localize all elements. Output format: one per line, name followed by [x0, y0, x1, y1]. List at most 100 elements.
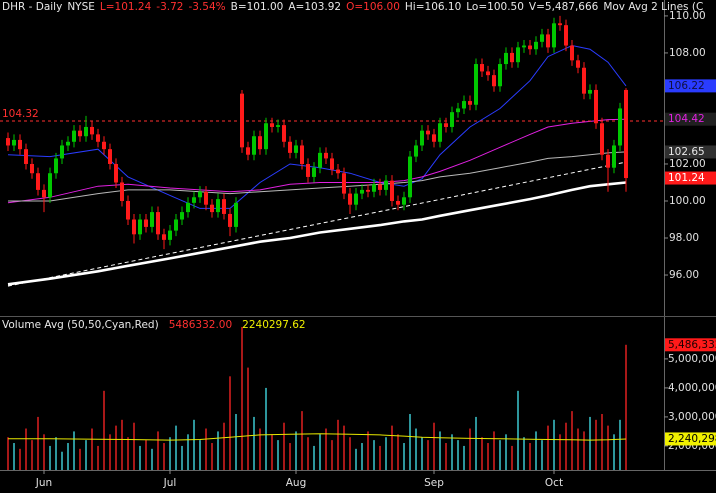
price-tag — [665, 338, 716, 352]
volume-bar — [523, 437, 525, 470]
candle-body — [126, 200, 130, 220]
price-tag-label: 101.24 — [668, 172, 705, 184]
candle-body — [72, 130, 76, 142]
volume-bar — [349, 437, 351, 470]
volume-bar — [607, 425, 609, 470]
candle-body — [234, 202, 238, 227]
volume-bar — [463, 445, 465, 470]
volume-bar — [553, 419, 555, 470]
candle-body — [588, 89, 592, 94]
candle-body — [60, 145, 64, 159]
candle-body — [366, 189, 370, 192]
volume-bar — [475, 416, 477, 470]
volume-bar — [175, 425, 177, 470]
x-tick-label: Sep — [424, 477, 444, 489]
volume-bar — [529, 443, 531, 470]
candle-body — [132, 219, 136, 235]
x-tick-label: Aug — [286, 477, 307, 489]
volume-bar — [571, 411, 573, 470]
volume-bar — [205, 428, 207, 470]
candle-body — [384, 180, 388, 190]
volume-bar — [109, 434, 111, 470]
volume-bar — [7, 437, 9, 470]
volume-bar — [367, 431, 369, 470]
volume-bar — [301, 411, 303, 470]
candle-body — [156, 212, 160, 235]
price-panel — [0, 15, 664, 287]
candle-body — [522, 45, 526, 48]
volume-bar — [445, 443, 447, 470]
candle-body — [576, 60, 580, 68]
candle-body — [48, 173, 52, 198]
candle-body — [456, 108, 460, 113]
candle-body — [162, 234, 166, 240]
volume-average — [8, 433, 627, 441]
header-item: -3.72 — [156, 1, 183, 13]
volume-bar — [199, 440, 201, 470]
candle-body — [144, 219, 148, 227]
volume-bar — [139, 445, 141, 470]
y-tick-label: 102.00 — [669, 158, 706, 170]
volume-bar — [157, 431, 159, 470]
volume-bar — [325, 428, 327, 470]
volume-bar — [31, 440, 33, 470]
candle-body — [552, 23, 556, 48]
volume-bar — [271, 434, 273, 470]
volume-bar — [25, 428, 27, 470]
candle-body — [324, 152, 328, 159]
volume-bar — [145, 440, 147, 470]
candle-body — [84, 126, 88, 137]
candle-body — [438, 123, 442, 142]
volume-bar — [415, 428, 417, 470]
candle-body — [426, 130, 430, 135]
volume-bar — [481, 437, 483, 470]
volume-bar — [433, 422, 435, 470]
volume-bar — [535, 431, 537, 470]
volume-bar — [379, 445, 381, 470]
volume-bar — [559, 434, 561, 470]
volume-bar — [601, 414, 603, 470]
volume-bar — [307, 437, 309, 470]
price-tag — [665, 171, 716, 185]
candle-body — [288, 141, 292, 153]
candle-body — [420, 130, 424, 146]
volume-bar — [115, 425, 117, 470]
candle-body — [498, 64, 502, 87]
candle-body — [204, 191, 208, 205]
candle-body — [414, 145, 418, 157]
candle-body — [192, 197, 196, 203]
volume-bar — [79, 448, 81, 470]
header-item: L=101.24 — [100, 1, 152, 13]
x-tick-label: Jul — [163, 477, 177, 489]
volume-bar — [229, 376, 231, 470]
candle-body — [66, 141, 70, 146]
candle-body — [264, 123, 268, 150]
price-tag-label: 5,486,332 — [668, 339, 716, 351]
candle-body — [564, 25, 568, 46]
x-tick-label: Jun — [35, 477, 52, 489]
candle-body — [594, 89, 598, 124]
candle-body — [96, 134, 100, 142]
candle-body — [12, 139, 16, 146]
volume-bar — [85, 440, 87, 470]
y-tick-label: 108.00 — [669, 47, 706, 59]
candle-body — [360, 189, 364, 194]
volume-bar — [163, 443, 165, 470]
candle-body — [246, 147, 250, 155]
candle-body — [120, 182, 124, 201]
volume-bar — [187, 434, 189, 470]
candle-body — [516, 47, 520, 63]
volume-bar — [391, 425, 393, 470]
volume-bar — [403, 443, 405, 470]
candle-body — [474, 64, 478, 105]
candle-body — [24, 149, 28, 164]
header-item: O=106.00 — [346, 1, 400, 13]
candle-body — [180, 212, 184, 220]
candle-body — [312, 167, 316, 177]
volume-bar — [217, 431, 219, 470]
y-tick-label: 96.00 — [669, 269, 699, 281]
volume-bar — [181, 445, 183, 470]
